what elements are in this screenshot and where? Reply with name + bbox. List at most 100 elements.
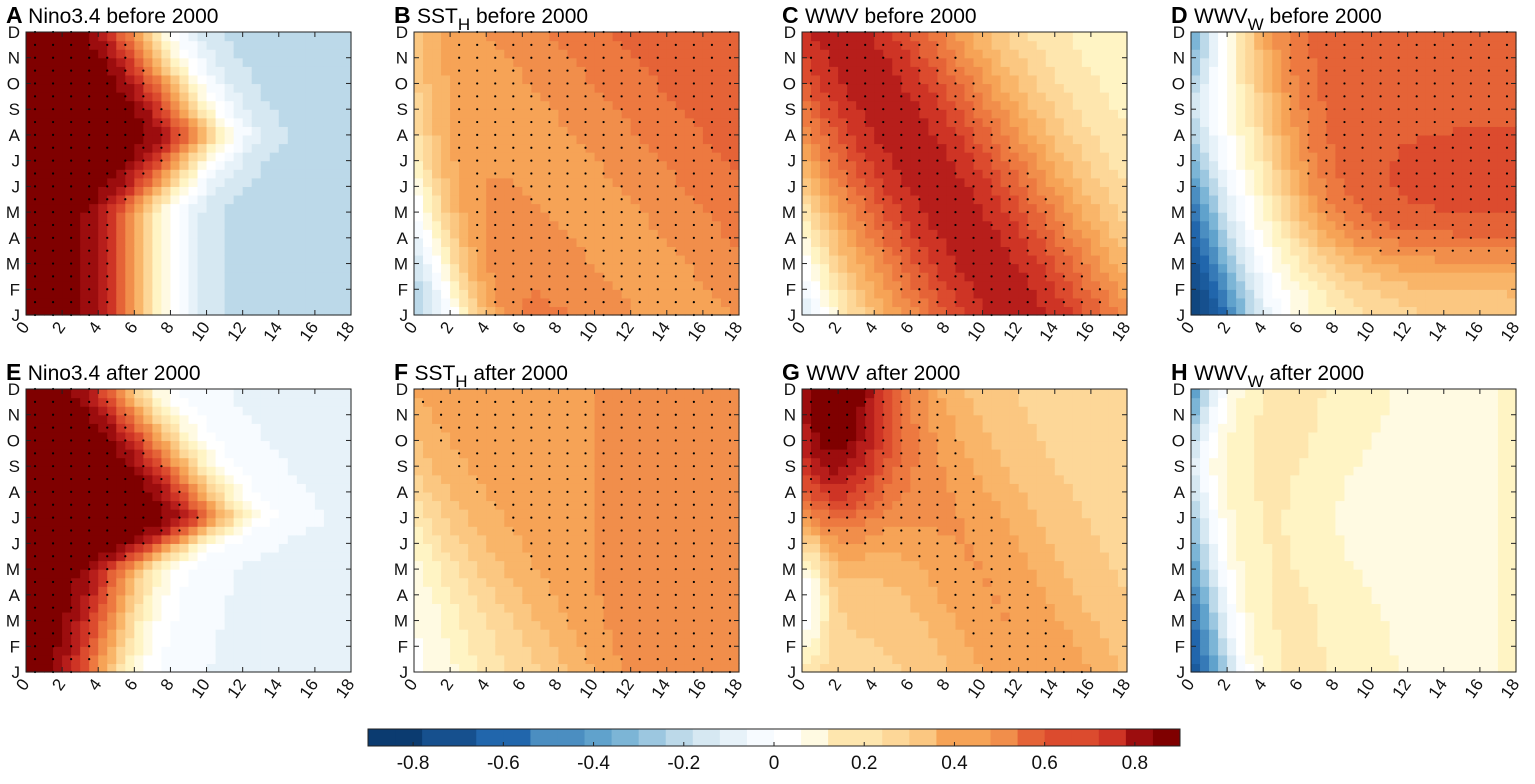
heat-cell: [522, 75, 532, 84]
heat-cell: [450, 238, 460, 247]
heat-cell: [1091, 178, 1101, 187]
heat-cell: [225, 289, 235, 298]
heat-cell: [107, 32, 117, 41]
heat-cell: [1317, 281, 1327, 290]
heat-cell: [333, 281, 343, 290]
heat-cell: [694, 143, 704, 152]
stipple-dot: [70, 147, 72, 149]
heat-cell: [468, 255, 478, 264]
heat-cell: [432, 229, 442, 238]
stipple-dot: [693, 211, 695, 213]
heat-cell: [333, 221, 343, 230]
heat-cell: [1191, 281, 1201, 290]
heat-cell: [1037, 58, 1047, 67]
heat-cell: [468, 238, 478, 247]
heat-cell: [883, 246, 893, 255]
heat-cell: [44, 49, 54, 58]
heat-cell: [459, 272, 469, 281]
heat-cell: [1001, 178, 1011, 187]
heat-cell: [315, 83, 325, 92]
heat-cell: [595, 204, 605, 213]
heat-cell: [495, 161, 505, 170]
heat-cell: [234, 186, 244, 195]
heat-cell: [1073, 246, 1083, 255]
heat-cell: [703, 135, 713, 144]
heat-cell: [198, 92, 208, 101]
heat-cell: [567, 221, 577, 230]
heat-cell: [1019, 264, 1029, 273]
heat-cell: [1109, 152, 1119, 161]
stipple-dot: [711, 185, 713, 187]
stipple-dot: [530, 147, 532, 149]
heat-cell: [107, 272, 117, 281]
heat-cell: [937, 101, 947, 110]
heat-cell: [432, 101, 442, 110]
heat-cell: [459, 298, 469, 307]
heat-cell: [1308, 255, 1318, 264]
heat-cell: [1218, 289, 1228, 298]
heat-cell: [1281, 264, 1291, 273]
heat-cell: [892, 306, 902, 315]
heat-cell: [802, 32, 812, 41]
heat-cell: [1055, 41, 1065, 50]
heat-cell: [1263, 238, 1273, 247]
heat-cell: [811, 109, 821, 118]
heat-cell: [1236, 75, 1246, 84]
heat-cell: [26, 83, 36, 92]
heat-cell: [631, 109, 641, 118]
heat-cell: [549, 118, 559, 127]
heat-cell: [1299, 281, 1309, 290]
heat-cell: [802, 109, 812, 118]
heat-cell: [622, 264, 632, 273]
stipple-dot: [1063, 275, 1065, 277]
heat-cell: [595, 161, 605, 170]
heat-cell: [676, 101, 686, 110]
heat-cell: [207, 83, 217, 92]
stipple-dot: [70, 301, 72, 303]
heat-cell: [567, 204, 577, 213]
stipple-dot: [675, 95, 677, 97]
heat-cell: [1254, 195, 1264, 204]
heat-cell: [937, 212, 947, 221]
heat-cell: [604, 161, 614, 170]
heat-cell: [604, 281, 614, 290]
heat-cell: [306, 264, 316, 273]
heat-cell: [134, 204, 144, 213]
y-tick-label: M: [394, 203, 408, 222]
heat-cell: [1272, 238, 1282, 247]
stipple-dot: [566, 172, 568, 174]
heat-cell: [423, 264, 433, 273]
heat-cell: [477, 272, 487, 281]
heat-cell: [1254, 143, 1264, 152]
heat-cell: [71, 281, 81, 290]
heat-cell: [1290, 161, 1300, 170]
stipple-dot: [566, 147, 568, 149]
heat-cell: [992, 169, 1002, 178]
heat-cell: [549, 126, 559, 135]
heat-cell: [243, 298, 253, 307]
heat-cell: [811, 75, 821, 84]
heat-cell: [522, 204, 532, 213]
heat-cell: [179, 101, 189, 110]
stipple-dot: [693, 147, 695, 149]
heat-cell: [622, 143, 632, 152]
heat-cell: [459, 152, 469, 161]
heat-cell: [288, 178, 298, 187]
heat-cell: [342, 92, 352, 101]
stipple-dot: [990, 237, 992, 239]
heat-cell: [974, 143, 984, 152]
heat-cell: [468, 306, 478, 315]
heat-cell: [721, 178, 731, 187]
heat-cell: [522, 83, 532, 92]
heat-cell: [143, 32, 153, 41]
heat-cell: [432, 212, 442, 221]
heat-cell: [919, 118, 929, 127]
heat-cell: [847, 169, 857, 178]
heat-cell: [667, 255, 677, 264]
heat-cell: [802, 229, 812, 238]
heat-cell: [712, 135, 722, 144]
heat-cell: [649, 109, 659, 118]
heat-cell: [333, 152, 343, 161]
heat-cell: [1254, 66, 1264, 75]
heat-cell: [1272, 212, 1282, 221]
